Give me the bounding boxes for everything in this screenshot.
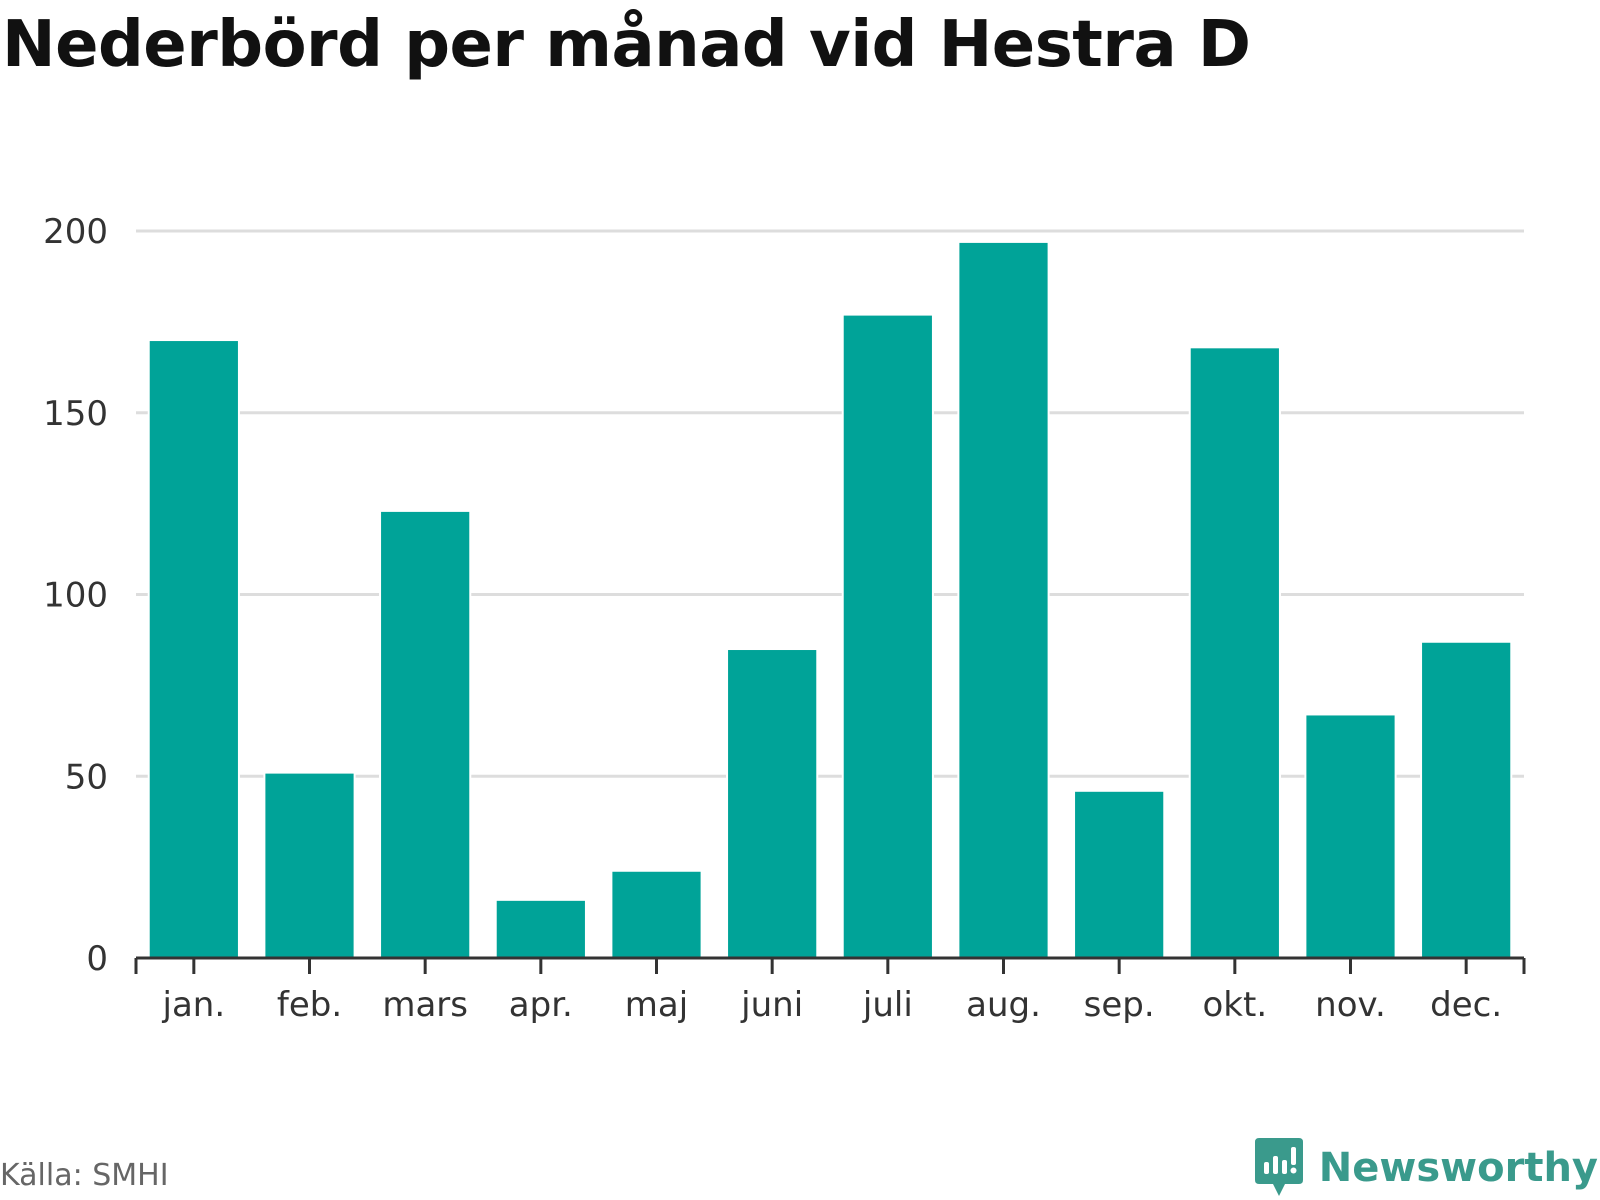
y-tick-label: 50 [65,757,108,797]
y-tick-label: 150 [43,394,108,434]
bar [1188,346,1281,959]
source-label: Källa: SMHI [0,1158,169,1193]
bar [610,869,703,960]
y-tick-label: 0 [86,939,108,979]
x-tick-label: nov. [1315,985,1386,1025]
newsworthy-logo-icon [1254,1138,1303,1196]
bar [494,898,587,960]
brand-name: Newsworthy [1318,1145,1598,1191]
x-tick-label: aug. [966,985,1041,1025]
x-tick-label: jan. [162,985,226,1025]
x-tick-label: feb. [277,985,342,1025]
bar [957,240,1050,959]
bar [841,313,934,960]
chart-title: Nederbörd per månad vid Hestra D [2,8,1251,82]
brand-logo: Newsworthy [1254,1138,1598,1198]
bar [1420,640,1513,959]
bar [263,771,356,959]
x-tick-label: sep. [1084,985,1155,1025]
bar [379,509,472,959]
bar [147,339,240,959]
x-tick-label: mars [382,985,468,1025]
x-tick-label: apr. [509,985,573,1025]
y-tick-label: 100 [43,576,108,616]
bar [1073,789,1166,959]
bar-chart: 0 50 100 150 200 jan. feb. mars apr. maj juni juli a… [43,212,1526,1025]
x-tick-label: okt. [1203,985,1268,1025]
y-tick-label: 200 [43,212,108,252]
x-tick-label: maj [625,985,688,1025]
x-tick-label: juli [862,985,913,1025]
bar [726,648,819,960]
x-tick-label: dec. [1430,985,1502,1025]
x-tick-label: juni [740,985,803,1025]
bar [1304,713,1397,960]
